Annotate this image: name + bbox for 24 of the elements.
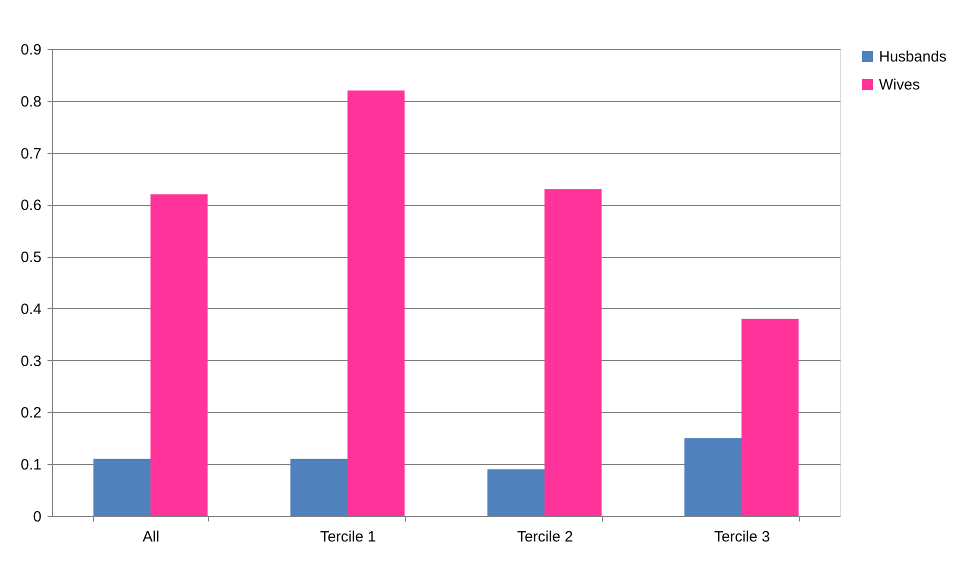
y-tick-label: 0.9 <box>20 42 42 58</box>
x-tick-label: Tercile 3 <box>714 528 770 546</box>
bar <box>150 194 208 516</box>
y-tick-label: 0.8 <box>20 93 42 110</box>
bar <box>544 189 602 516</box>
y-tick-label: 0.4 <box>20 300 42 318</box>
x-tick-label: All <box>142 528 160 546</box>
legend-label: Wives <box>879 76 920 94</box>
y-tick-label: 0.5 <box>20 249 42 266</box>
bar <box>348 90 405 516</box>
y-tick-label: 0.6 <box>20 197 42 214</box>
x-tick-label: Tercile 1 <box>320 528 376 546</box>
y-tick-label: 0 <box>33 508 42 526</box>
bar <box>684 438 742 516</box>
bar <box>290 458 348 516</box>
y-tick-label: 0.7 <box>20 145 42 162</box>
y-tick-label: 0.1 <box>20 456 42 474</box>
legend-label: Husbands <box>879 48 947 66</box>
x-tick-label: Tercile 2 <box>517 528 573 546</box>
bar <box>93 458 150 516</box>
y-tick-label: 0.2 <box>20 404 42 422</box>
bar <box>487 469 544 516</box>
bar <box>742 318 799 516</box>
y-tick-label: 0.3 <box>20 352 42 370</box>
